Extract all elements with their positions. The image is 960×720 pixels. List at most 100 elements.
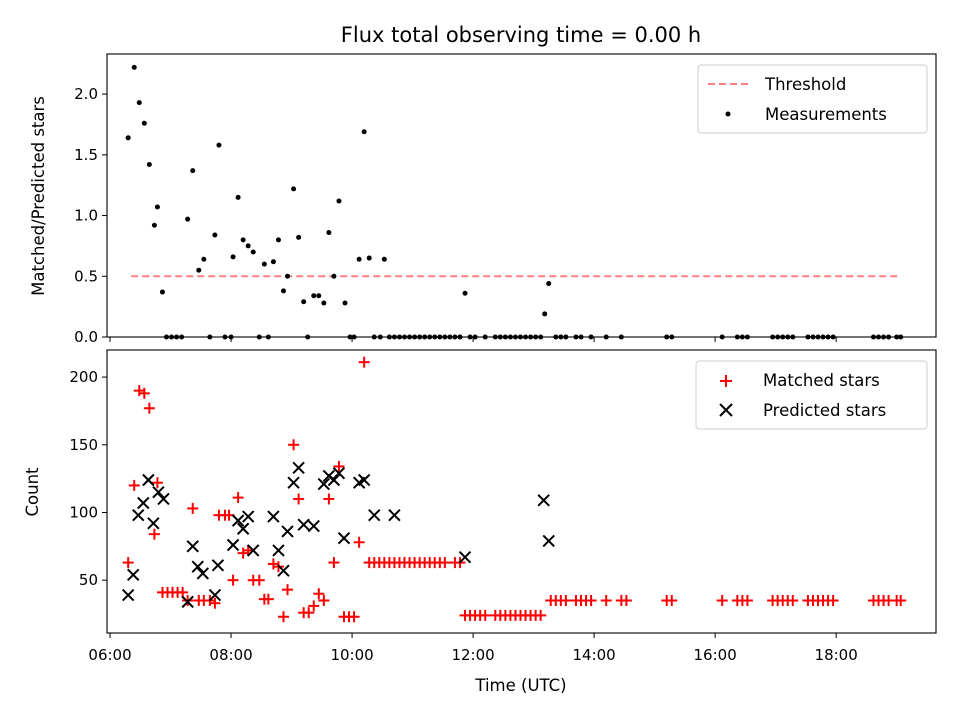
matched-point [895, 595, 907, 607]
predicted-point [287, 476, 300, 489]
matched-point [227, 574, 239, 586]
measurement-point [136, 100, 142, 106]
measurement-point [131, 64, 137, 70]
measurement-point [342, 300, 348, 306]
predicted-point [211, 559, 225, 572]
matched-point [308, 600, 320, 612]
measurement-point [381, 256, 387, 262]
matched-point [348, 611, 360, 623]
matched-point [232, 492, 244, 504]
predicted-point [307, 519, 320, 533]
matched-point [138, 387, 150, 399]
top-y-axis-label: Matched/Predicted stars [29, 96, 48, 296]
matched-point [787, 595, 799, 607]
predicted-point [281, 525, 294, 538]
measurement-point [159, 289, 165, 295]
predicted-point [277, 564, 290, 577]
bottom-ytick-label: 50 [79, 571, 98, 589]
predicted-point [317, 477, 331, 491]
measurement-point [245, 243, 251, 249]
measurement-point [321, 300, 327, 306]
predicted-point [127, 568, 140, 581]
matched-point [277, 611, 289, 623]
matched-point [585, 595, 597, 607]
matched-point [439, 557, 451, 569]
predicted-point [226, 538, 240, 552]
predicted-point [181, 595, 194, 609]
legend-measurements-label: Measurements [765, 105, 887, 124]
matched-point [209, 597, 221, 609]
matched-point [600, 595, 612, 607]
predicted-point [542, 534, 555, 548]
matched-point [716, 595, 728, 607]
measurement-point [141, 120, 147, 126]
predicted-point [191, 560, 204, 573]
predicted-point [132, 508, 145, 522]
measurement-point [462, 290, 468, 296]
measurement-point [291, 186, 297, 192]
predicted-point [357, 473, 371, 487]
predicted-point [208, 588, 222, 602]
matched-point [353, 536, 365, 548]
measurement-point [326, 230, 332, 236]
matched-point [479, 609, 491, 621]
measurement-point [361, 129, 367, 135]
measurement-point [261, 261, 267, 267]
top-ytick-label: 1.0 [74, 207, 98, 225]
measurement-point [125, 135, 131, 141]
measurement-point [336, 198, 342, 204]
matched-point [253, 574, 265, 586]
legend-threshold-label: Threshold [764, 75, 846, 94]
xtick-label: 14:00 [572, 646, 615, 664]
measurement-point [151, 222, 157, 228]
predicted-point [231, 514, 245, 527]
matched-point [535, 609, 547, 621]
top-legend-box [697, 64, 928, 134]
predicted-point [236, 522, 250, 535]
predicted-point [272, 544, 285, 557]
matched-point [282, 584, 294, 596]
legend-matched-swatch [720, 375, 732, 387]
matched-point [666, 595, 678, 607]
predicted-point [186, 540, 199, 553]
measurement-point [235, 194, 241, 200]
xtick-label: 18:00 [815, 646, 858, 664]
top-y-ticks: 0.0 0.5 1.0 1.5 2.0 [74, 85, 107, 346]
xtick-label: 16:00 [694, 646, 737, 664]
chart-title: Flux total observing time = 0.00 h [341, 23, 701, 47]
predicted-point [142, 473, 155, 487]
bottom-ytick-label: 150 [69, 436, 98, 454]
xtick-label: 10:00 [330, 646, 373, 664]
matched-point [148, 528, 160, 540]
predicted-point [241, 510, 255, 523]
top-ytick-label: 2.0 [74, 85, 98, 103]
measurement-point [240, 237, 246, 243]
matched-point [560, 595, 572, 607]
legend-matched-label: Matched stars [763, 371, 880, 390]
bottom-axes-frame [106, 349, 937, 634]
matched-point [333, 460, 345, 472]
measurement-point [285, 273, 291, 279]
bottom-axes: 50 100 150 200 06:00 08:00 10:00 12:00 14:00 16:… [23, 349, 937, 695]
measurement-point [185, 216, 191, 222]
measurement-point [542, 311, 548, 317]
measurement-point [216, 142, 222, 148]
measurement-point [196, 267, 202, 273]
bottom-legend: Matched stars Predicted stars [695, 360, 928, 430]
measurement-point [212, 232, 218, 238]
top-axes: 0.00.51.01.52.0 Matched/Predicted stars … [29, 53, 937, 346]
legend-measurements-swatch [725, 111, 731, 117]
predicted-point [327, 473, 341, 487]
predicted-point [152, 485, 165, 499]
matched-point [303, 607, 315, 619]
matched-point [328, 557, 340, 569]
legend-predicted-label: Predicted stars [763, 401, 886, 420]
matched-point [143, 402, 155, 414]
measurement-point [546, 281, 552, 287]
predicted-point [196, 567, 210, 580]
legend-predicted-swatch [719, 403, 733, 417]
predicted-point [537, 494, 550, 507]
bottom-x-ticks: 06:00 08:00 10:00 12:00 14:00 16:00 18:00 [88, 633, 858, 664]
predicted-point [368, 508, 381, 522]
